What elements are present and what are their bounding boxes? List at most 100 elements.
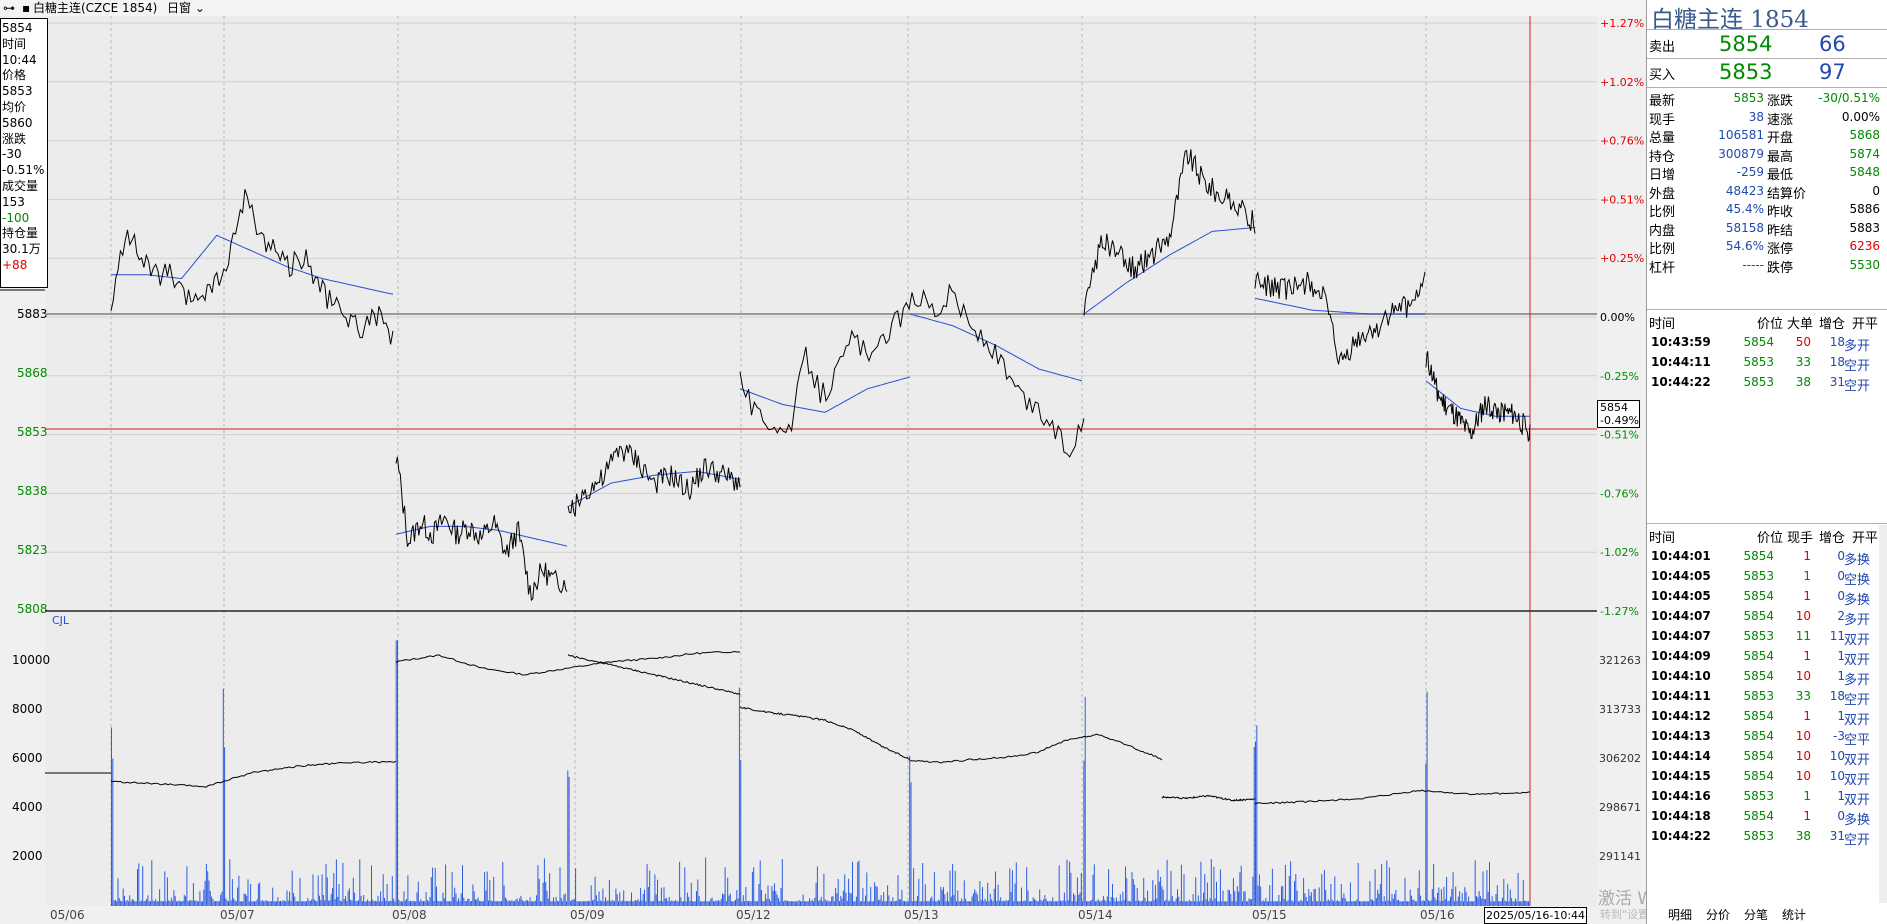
volume-bar bbox=[1045, 899, 1047, 906]
tab-detail[interactable]: 明细 bbox=[1668, 908, 1693, 922]
volume-bar bbox=[605, 897, 606, 906]
instrument-title[interactable]: 白糖主连(CZCE 1854) bbox=[33, 1, 158, 15]
volume-bar bbox=[1177, 889, 1178, 906]
volume-bar bbox=[374, 900, 376, 906]
volume-bar bbox=[1437, 892, 1438, 906]
volume-bar bbox=[1049, 901, 1051, 906]
volume-bar bbox=[1147, 890, 1149, 906]
volume-bar bbox=[402, 901, 404, 906]
row-time: 10:44:22 bbox=[1651, 829, 1711, 843]
volume-bar bbox=[601, 901, 603, 906]
volume-bar bbox=[450, 901, 452, 906]
volume-bar bbox=[1180, 864, 1182, 906]
volume-bar bbox=[1390, 901, 1392, 906]
stat-label: 外盘 bbox=[1649, 186, 1676, 202]
volume-bar bbox=[1026, 867, 1028, 906]
volume-bar bbox=[937, 899, 939, 906]
volume-bar bbox=[1439, 901, 1441, 906]
volume-bar bbox=[176, 901, 177, 906]
volume-bar bbox=[503, 885, 505, 906]
row-type: 多开 bbox=[1844, 613, 1871, 628]
row-size: 1 bbox=[1803, 809, 1811, 823]
volume-bar bbox=[361, 901, 363, 906]
volume-bar bbox=[1453, 901, 1455, 906]
volume-bar bbox=[1209, 898, 1211, 906]
volume-bar bbox=[1000, 897, 1002, 906]
window-mode-dropdown[interactable]: 日窗 ⌄ bbox=[167, 0, 205, 16]
volume-bar bbox=[1349, 882, 1351, 906]
volume-bar bbox=[1395, 889, 1397, 906]
volume-bar bbox=[1023, 900, 1025, 906]
volume-bar bbox=[1338, 901, 1340, 906]
buy-price[interactable]: 5853 bbox=[1719, 60, 1773, 84]
volume-bar bbox=[1006, 900, 1008, 906]
volume-bar bbox=[770, 901, 772, 906]
link-icon[interactable]: ⊶ bbox=[3, 1, 15, 15]
volume-bar bbox=[1346, 901, 1347, 906]
volume-bar bbox=[150, 901, 151, 906]
chevron-down-icon: ⌄ bbox=[194, 1, 205, 15]
volume-bar bbox=[358, 900, 359, 906]
volume-bar bbox=[667, 901, 669, 906]
volume-bar bbox=[606, 900, 608, 906]
volume-bar bbox=[1136, 888, 1138, 906]
volume-bar bbox=[421, 901, 423, 906]
volume-bar bbox=[824, 899, 826, 906]
volume-bar bbox=[1304, 893, 1306, 906]
row-type: 多换 bbox=[1844, 553, 1871, 568]
tab-ticks[interactable]: 分笔 bbox=[1744, 908, 1769, 922]
price-tag-value: 5854 bbox=[1600, 401, 1628, 414]
volume-bar bbox=[308, 900, 310, 906]
volume-bar bbox=[472, 884, 474, 906]
volume-bar bbox=[205, 863, 207, 906]
volume-bar bbox=[831, 896, 833, 906]
volume-bar bbox=[1027, 890, 1029, 906]
volume-bar bbox=[1201, 901, 1203, 906]
volume-bar bbox=[560, 898, 562, 906]
volume-bar bbox=[1477, 897, 1479, 906]
table-header: 价位 bbox=[1757, 317, 1784, 332]
stat-value: 38 bbox=[1748, 109, 1764, 124]
volume-bar bbox=[714, 901, 716, 906]
volume-bar bbox=[1271, 868, 1273, 906]
volume-bar bbox=[842, 890, 844, 906]
volume-bar bbox=[1353, 901, 1355, 906]
row-oi: -3 bbox=[1833, 729, 1845, 743]
volume-bar bbox=[732, 901, 734, 906]
stat-value: 5868 bbox=[1849, 128, 1880, 142]
volume-bar bbox=[1141, 900, 1143, 906]
sell-price[interactable]: 5854 bbox=[1719, 32, 1773, 56]
volume-bar bbox=[242, 901, 244, 906]
volume-bar bbox=[486, 871, 488, 906]
volume-bar bbox=[1175, 898, 1177, 906]
volume-bar bbox=[1101, 900, 1103, 906]
volume-bar bbox=[1184, 901, 1186, 906]
row-oi: 0 bbox=[1837, 569, 1845, 583]
row-size: 38 bbox=[1795, 375, 1811, 389]
volume-bar bbox=[922, 863, 924, 906]
volume-bar bbox=[735, 899, 736, 906]
row-size: 10 bbox=[1795, 769, 1811, 783]
volume-bar bbox=[1171, 895, 1173, 906]
volume-bar bbox=[247, 879, 249, 906]
avg-line bbox=[111, 234, 394, 295]
tick-scrollbar[interactable] bbox=[1879, 525, 1887, 903]
volume-bar bbox=[894, 901, 896, 906]
tab-stats[interactable]: 统计 bbox=[1782, 908, 1807, 922]
volume-bar bbox=[295, 901, 297, 906]
row-time: 10:44:13 bbox=[1651, 729, 1711, 743]
menu-icon[interactable]: ▪ bbox=[22, 1, 31, 15]
volume-bar bbox=[1056, 901, 1058, 906]
volume-bar bbox=[775, 891, 777, 906]
volume-bar bbox=[391, 876, 393, 906]
volume-bar bbox=[1242, 901, 1243, 906]
volume-bar bbox=[952, 864, 954, 906]
volume-bar bbox=[644, 889, 645, 906]
volume-bar bbox=[1162, 889, 1164, 906]
volume-bar bbox=[1511, 898, 1513, 906]
chart-area[interactable]: 05/06 05/07 05/08 05/09 05/12 05/13 05/14 05/15… bbox=[0, 16, 1646, 924]
volume-bar bbox=[194, 900, 196, 906]
volume-bar bbox=[1356, 899, 1358, 906]
row-size: 50 bbox=[1795, 335, 1811, 349]
tab-price-dist[interactable]: 分价 bbox=[1706, 908, 1731, 922]
